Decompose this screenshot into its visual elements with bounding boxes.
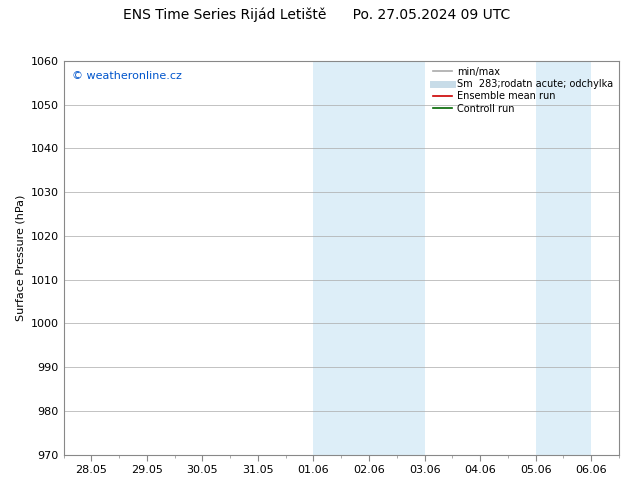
Text: ENS Time Series Rijád Letiště      Po. 27.05.2024 09 UTC: ENS Time Series Rijád Letiště Po. 27.05.…: [124, 7, 510, 22]
Text: © weatheronline.cz: © weatheronline.cz: [72, 71, 182, 80]
Y-axis label: Surface Pressure (hPa): Surface Pressure (hPa): [15, 195, 25, 321]
Bar: [313, 61, 369, 455]
Bar: [536, 61, 564, 455]
Bar: [369, 61, 425, 455]
Bar: [564, 61, 592, 455]
Legend: min/max, Sm  283;rodatn acute; odchylka, Ensemble mean run, Controll run: min/max, Sm 283;rodatn acute; odchylka, …: [430, 64, 616, 117]
